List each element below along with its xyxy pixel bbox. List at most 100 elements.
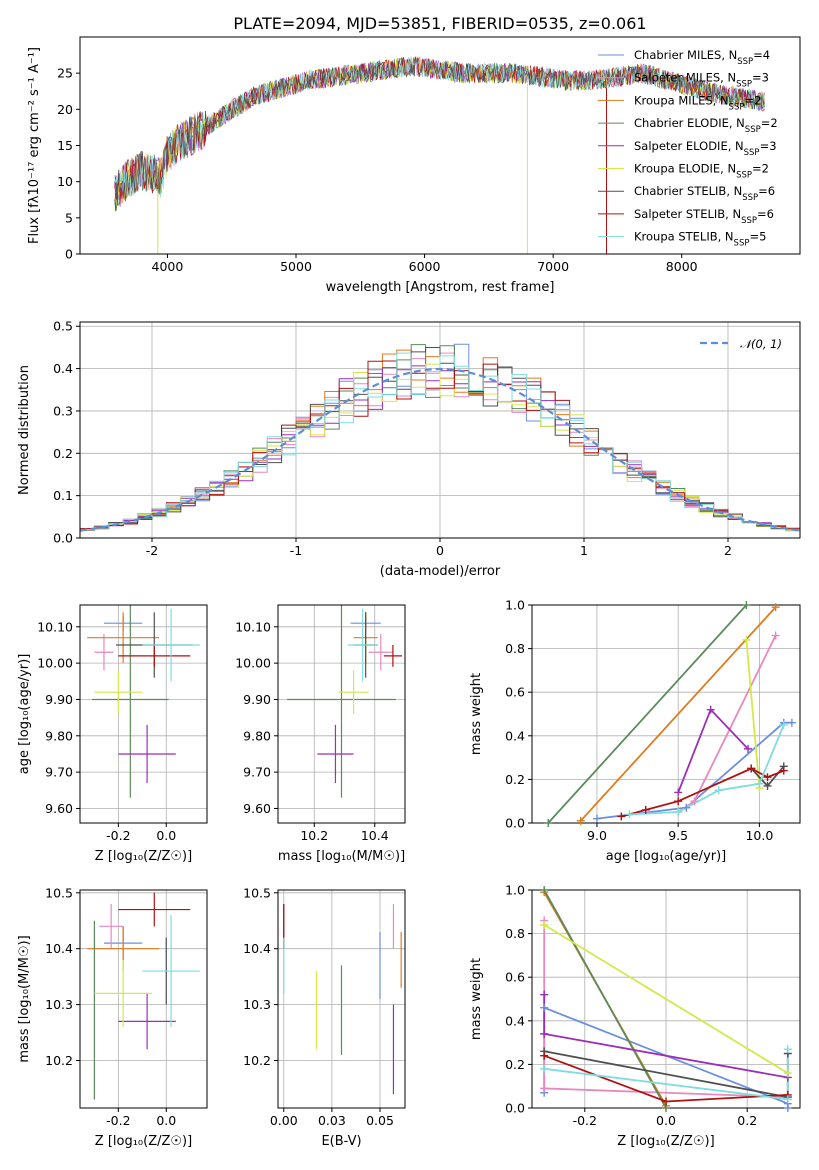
y-tick-label: 9.60 xyxy=(243,801,271,816)
panel-mass_vs_Z: -0.2 0.0 10.2 10.3 10.4 10.5 Z [log₁₀(Z/Z☉)] ma… xyxy=(17,885,208,1149)
legend-label-chabrier_miles: Chabrier MILES, NSSP=4 xyxy=(634,48,770,67)
series-marker-kroupa_elodie xyxy=(783,1069,792,1078)
legend-label-count: =3 xyxy=(760,139,777,153)
series-marker-salpeter_stelib xyxy=(779,766,788,775)
x-tick-label: 8000 xyxy=(666,259,698,274)
y-axis-label: mass weight xyxy=(469,673,484,755)
x-axis-label: (data-model)/error xyxy=(380,564,501,579)
series-marker-salpeter_stelib xyxy=(540,1051,549,1060)
axes-frame xyxy=(277,604,406,824)
legend-label-sub: SSP xyxy=(729,102,745,112)
y-tick-label: 0.8 xyxy=(505,926,525,941)
legend-label-count: =2 xyxy=(744,93,761,107)
plot-area xyxy=(114,55,765,254)
x-axis-label: Z [log₁₀(Z/Z☉)] xyxy=(617,1134,714,1149)
panel-residuals: -2 -1 0 1 2 0.0 0.1 0.2 0.3 0.4 0.5 (data-model)/er… xyxy=(17,319,801,579)
series-marker-kroupa_miles xyxy=(771,603,780,612)
panel-spectrum: 4000 5000 6000 7000 8000 0 5 10 15 20 25 wavelength… xyxy=(27,36,801,295)
y-tick-label: 10.3 xyxy=(45,997,73,1012)
legend-label-sub: SSP xyxy=(741,216,757,226)
y-tick-label: 10.5 xyxy=(45,885,73,900)
legend-label-text: Chabrier STELIB, N xyxy=(634,184,742,198)
y-tick-label: 0.1 xyxy=(53,488,73,503)
y-tick-label: 0.0 xyxy=(505,816,525,831)
y-tick-label: 10 xyxy=(57,174,73,189)
series-marker-kroupa_stelib xyxy=(783,1095,792,1104)
y-axis-label: age [log₁₀(age/yr)] xyxy=(17,654,32,775)
legend-label-kroupa_miles: Kroupa MILES, NSSP=2 xyxy=(634,93,761,112)
series-marker-salpeter_stelib xyxy=(641,805,650,814)
legend-label-count: =2 xyxy=(752,162,769,176)
x-tick-label: 0.0 xyxy=(156,828,176,843)
histogram-salpeter_stelib xyxy=(80,360,800,530)
x-tick-label: 0.0 xyxy=(656,1113,676,1128)
y-tick-label: 0.6 xyxy=(505,685,525,700)
legend-label-sub: SSP xyxy=(736,171,752,181)
series-marker-salpeter_stelib xyxy=(763,773,772,782)
series-marker-kroupa_stelib xyxy=(540,1064,549,1073)
x-tick-label: 10.0 xyxy=(745,828,773,843)
y-tick-label: 10.2 xyxy=(243,1053,271,1068)
legend-label-salpeter_elodie: Salpeter ELODIE, NSSP=3 xyxy=(634,139,777,158)
x-tick-label: 2 xyxy=(724,543,732,558)
spectrum-line-kroupa_stelib xyxy=(114,56,765,205)
x-tick-label: 10.4 xyxy=(361,828,389,843)
x-tick-label: 0.05 xyxy=(366,1113,394,1128)
plot-area xyxy=(283,903,402,1095)
series-line-kroupa_elodie xyxy=(543,924,789,1074)
spectrum-line-chabrier_stelib xyxy=(114,56,765,212)
series-marker-kroupa_stelib xyxy=(779,720,788,729)
y-tick-label: 0.2 xyxy=(505,772,525,787)
series-marker-chabrier_miles xyxy=(592,814,601,823)
x-tick-label: 0.00 xyxy=(270,1113,298,1128)
series-marker-kroupa_stelib xyxy=(714,786,723,795)
series-marker-salpeter_elodie xyxy=(706,705,715,714)
series-marker-kroupa_elodie xyxy=(742,635,751,644)
x-axis-label: age [log₁₀(age/yr)] xyxy=(606,849,727,864)
figure-title: PLATE=2094, MJD=53851, FIBERID=0535, z=0… xyxy=(233,14,646,33)
x-tick-label: -0.2 xyxy=(106,1113,130,1128)
series-line-kroupa_elodie xyxy=(745,639,761,789)
x-tick-label: 7000 xyxy=(537,259,569,274)
x-axis-label: wavelength [Angstrom, rest frame] xyxy=(326,280,555,295)
series-marker-chabrier_miles xyxy=(540,1003,549,1012)
y-tick-label: 1.0 xyxy=(505,598,525,613)
y-tick-label: 0.2 xyxy=(505,1057,525,1072)
legend-label-text: Kroupa ELODIE, N xyxy=(634,162,736,176)
series-marker-kroupa_stelib xyxy=(674,808,683,817)
x-tick-label: 0.03 xyxy=(318,1113,346,1128)
y-tick-label: 10.2 xyxy=(45,1053,73,1068)
legend-label-sub: SSP xyxy=(744,148,760,158)
legend-label-kroupa_stelib: Kroupa STELIB, NSSP=5 xyxy=(634,230,766,249)
y-tick-label: 0 xyxy=(65,247,73,262)
x-tick-label: 1 xyxy=(580,543,588,558)
y-tick-label: 10.4 xyxy=(45,941,73,956)
histogram-kroupa_stelib xyxy=(80,352,800,531)
series-marker-salpeter_miles xyxy=(690,797,699,806)
series-marker-salpeter_miles xyxy=(540,1084,549,1093)
series-marker-salpeter_elodie xyxy=(674,788,683,797)
panel-age_vs_mass: 10.2 10.4 9.60 9.70 9.80 9.90 10.00 10.10 mass [… xyxy=(235,604,406,864)
y-tick-label: 9.80 xyxy=(243,728,271,743)
legend-label-sub: SSP xyxy=(742,193,758,203)
axes-frame xyxy=(79,604,208,824)
series-marker-kroupa_stelib xyxy=(625,810,634,819)
series-line-salpeter_elodie xyxy=(677,707,749,793)
legend-label-count: =5 xyxy=(749,230,766,244)
legend-label-sub: SSP xyxy=(737,57,753,67)
legend-label-text: Salpeter STELIB, N xyxy=(634,207,741,221)
y-tick-label: 9.80 xyxy=(45,728,73,743)
x-tick-label: 0.0 xyxy=(156,1113,176,1128)
series-marker-salpeter_stelib xyxy=(662,1097,670,1106)
histogram-kroupa_elodie xyxy=(80,363,800,532)
y-tick-label: 10.3 xyxy=(243,997,271,1012)
y-axis-label: Flux [fλ10⁻¹⁷ erg cm⁻² s⁻¹ A⁻¹] xyxy=(27,47,42,244)
series-line-salpeter_miles xyxy=(677,635,777,813)
series-marker-salpeter_elodie xyxy=(540,990,549,999)
legend-label-sub: SSP xyxy=(736,80,752,90)
legend-label-sub: SSP xyxy=(734,239,750,249)
legend-label-salpeter_stelib: Salpeter STELIB, NSSP=6 xyxy=(634,207,774,226)
legend-label-count: =6 xyxy=(757,207,774,221)
legend-label-normal: 𝒩(0, 1) xyxy=(740,337,782,351)
y-tick-label: 0.2 xyxy=(53,446,73,461)
